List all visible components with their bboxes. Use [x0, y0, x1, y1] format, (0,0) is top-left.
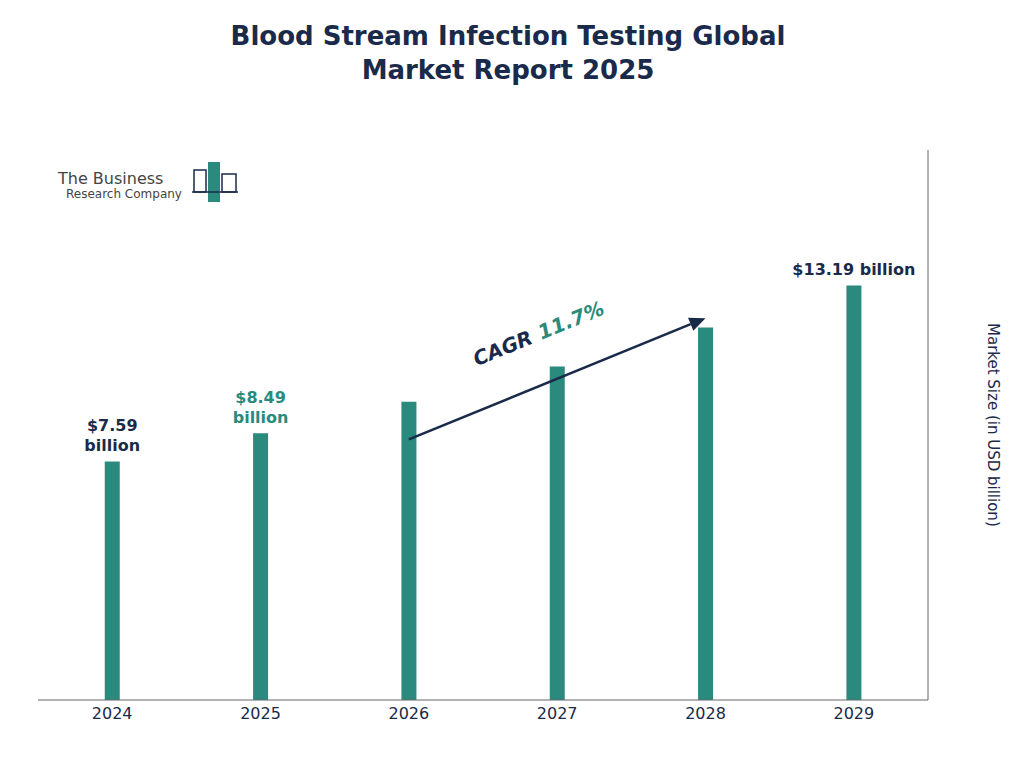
svg-text:2024: 2024: [92, 704, 133, 723]
html-text:Blood Stream Infection Testing: Blood Stream Infection Testing Global Ma…: [230, 21, 786, 85]
svg-text:2029: 2029: [833, 704, 874, 723]
svg-text:billion: billion: [84, 436, 140, 455]
html-text:Research Company: Research Company: [66, 187, 182, 202]
html-text:The Business: The Business: [58, 168, 164, 188]
svg-text:CAGR11.7%: CAGR11.7%: [470, 296, 608, 371]
html-text:Market Size (in USD billion): Market Size (in USD billion): [984, 323, 1002, 527]
svg-text:$8.49: $8.49: [235, 388, 286, 407]
svg-text:2026: 2026: [388, 704, 429, 723]
svg-text:2025: 2025: [240, 704, 281, 723]
svg-text:2028: 2028: [685, 704, 726, 723]
svg-text:2027: 2027: [537, 704, 578, 723]
svg-text:$13.19 billion: $13.19 billion: [792, 260, 915, 279]
svg-text:billion: billion: [233, 408, 289, 427]
svg-text:$7.59: $7.59: [87, 416, 138, 435]
